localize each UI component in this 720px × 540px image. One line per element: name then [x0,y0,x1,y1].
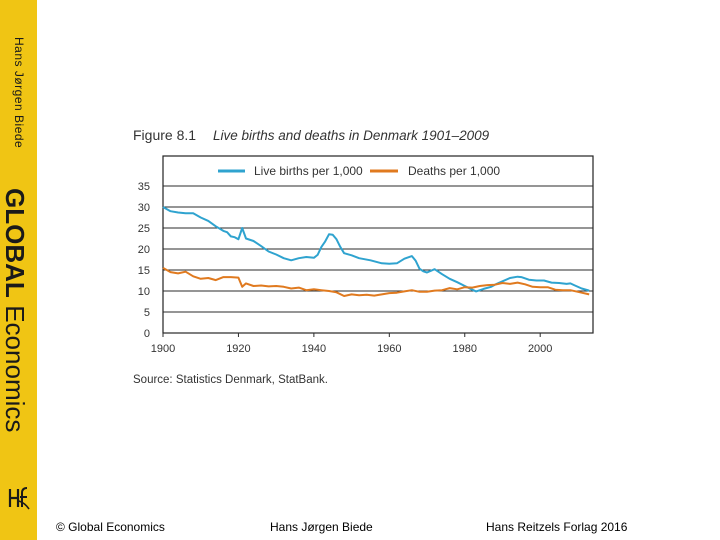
chart-title: Live births and deaths in Denmark 1901–2… [213,128,490,143]
figure-label: Figure 8.1 [133,127,196,143]
sidebar-title-regular: Economics [0,305,30,432]
x-tick-label: 1940 [302,343,326,355]
y-tick-label: 20 [138,244,150,256]
x-tick-label: 2000 [528,343,552,355]
y-tick-labels: 35 30 25 20 15 10 5 0 [138,181,150,340]
publisher-logo-icon [8,487,30,510]
legend-label-deaths: Deaths per 1,000 [408,164,500,178]
author-vertical: Hans Jørgen Biede [12,37,26,148]
x-tick-label: 1920 [226,343,250,355]
series-line-live-births [162,206,590,293]
chart-source: Source: Statistics Denmark, StatBank. [133,374,328,386]
y-tick-label: 35 [138,181,150,193]
y-tick-label: 10 [138,286,150,298]
x-tick-labels: 1900 1920 1940 1960 1980 2000 [151,343,553,355]
y-tick-label: 30 [138,202,150,214]
series-line-deaths [162,267,590,297]
plot-area [162,155,594,334]
gridlines [162,185,593,337]
x-tick-label: 1900 [151,343,175,355]
x-tick-label: 1960 [377,343,401,355]
sidebar: Hans Jørgen Biede GLOBAL Economics [0,0,37,540]
y-tick-label: 15 [138,265,150,277]
footer-author: Hans Jørgen Biede [270,520,373,534]
y-tick-label: 0 [144,328,150,340]
y-tick-label: 25 [138,223,150,235]
y-tick-label: 5 [144,307,150,319]
svg-text:GLOBAL Economics: GLOBAL Economics [0,188,30,432]
legend-label-births: Live births per 1,000 [254,164,363,178]
x-tick-label: 1980 [453,343,477,355]
footer-copyright: © Global Economics [56,520,165,534]
series-lines [162,206,590,297]
footer-publisher: Hans Reitzels Forlag 2016 [486,520,628,534]
book-title-vertical: GLOBAL Economics [0,188,30,432]
sidebar-title-bold: GLOBAL [0,188,30,298]
sidebar-author: Hans Jørgen Biede [12,37,26,148]
